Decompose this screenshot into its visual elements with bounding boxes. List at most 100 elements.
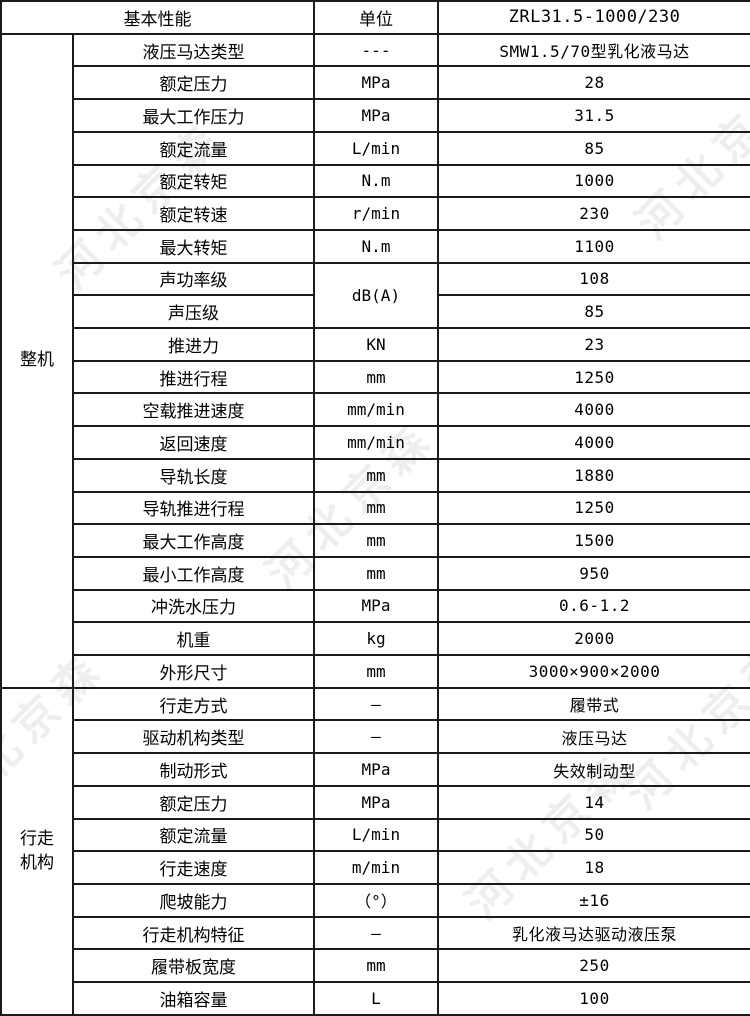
value-cell: 1250 [437,490,750,526]
param-name-cell: 额定压力 [72,784,315,820]
value-cell: 失效制动型 [437,752,750,787]
unit-cell: m/min [313,850,439,885]
unit-cell: — [313,719,439,755]
table-row: 额定压力 MPa 28 [1,65,750,101]
param-name-cell: 额定压力 [72,65,315,101]
unit-cell: （°） [313,882,439,918]
param-name-cell: 额定流量 [72,817,315,853]
value-cell: 23 [437,327,750,362]
param-name-cell: 行走速度 [72,850,315,885]
table-row: 空载推进速度 mm/min 4000 [1,392,750,428]
unit-cell: KN [313,327,439,362]
unit-cell: L/min [313,130,439,166]
unit-cell: --- [313,32,439,68]
param-name-cell: 外形尺寸 [72,654,315,689]
unit-cell: mm [313,457,439,493]
unit-cell: N.m [313,163,439,199]
value-cell: 1000 [437,163,750,199]
unit-cell: MPa [313,65,439,101]
table-row: 声功率级 dB(A) 108 [1,261,750,330]
value-cell: 液压马达 [437,719,750,755]
value-cell: 250 [437,948,750,984]
param-name-cell: 额定转速 [72,196,315,231]
unit-cell: mm/min [313,425,439,460]
table-row: 机重 kg 2000 [1,621,750,657]
table-row: 油箱容量 L 100 [1,981,750,1016]
table-row: 行走机构 行走方式 — 履带式 [0,686,750,1016]
unit-cell: — [313,686,439,722]
unit-cell: MPa [313,98,439,133]
unit-cell: L/min [313,817,439,853]
unit-cell: dB(A) [313,261,439,330]
value-cell: 1250 [437,359,750,395]
table-row: 最大工作高度 mm 1500 [1,523,750,558]
unit-cell: MPa [313,784,439,820]
table-row: 额定流量 L/min 50 [1,817,750,853]
value-cell: 950 [437,555,750,591]
value-cell: 50 [437,817,750,853]
table-row: 制动形式 MPa 失效制动型 [1,752,750,787]
value-cell: 85 [437,294,750,330]
param-name-cell: 额定转矩 [72,163,315,199]
param-name-cell: 机重 [72,621,315,657]
unit-cell: r/min [313,196,439,231]
value-cell: 28 [437,65,750,101]
table-row: 整机 液压马达类型 --- SMW1.5/70型乳化液马达 [0,32,750,689]
table-row: 行走速度 m/min 18 [1,850,750,885]
value-cell: 4000 [437,392,750,428]
param-name-cell: 爬坡能力 [72,882,315,918]
header-unit: 单位 [313,0,439,35]
param-name-cell: 推进力 [72,327,315,362]
table-row: 冲洗水压力 MPa 0.6-1.2 [1,588,750,624]
param-name-cell: 额定流量 [72,130,315,166]
param-name-cell: 最大转矩 [72,228,315,264]
param-name-cell: 驱动机构类型 [72,719,315,755]
table-row: 履带板宽度 mm 250 [1,948,750,984]
header-row: 基本性能 单位 ZRL31.5-1000/230 [0,0,750,35]
value-cell: SMW1.5/70型乳化液马达 [437,32,750,68]
param-name-cell: 行走方式 [72,686,315,722]
unit-cell: N.m [313,228,439,264]
unit-cell: mm [313,654,439,689]
table-row: 导轨推进行程 mm 1250 [1,490,750,526]
param-name-cell: 导轨推进行程 [72,490,315,526]
unit-cell: mm/min [313,392,439,428]
param-name-cell: 行走机构特征 [72,915,315,951]
table-row: 推进力 KN 23 [1,327,750,362]
unit-cell: MPa [313,752,439,787]
spec-table-body: 整机 液压马达类型 --- SMW1.5/70型乳化液马达 额定压力 MPa 28 最大工作压… [0,32,750,1016]
value-cell: 履带式 [437,686,750,722]
param-name-cell: 液压马达类型 [72,32,315,68]
value-cell: 108 [437,261,750,297]
value-cell: 85 [437,130,750,166]
param-name-cell: 空载推进速度 [72,392,315,428]
section-label-cell: 整机 [0,32,74,689]
unit-cell: mm [313,555,439,591]
param-name-cell: 返回速度 [72,425,315,460]
unit-cell: — [313,915,439,951]
value-cell: 2000 [437,621,750,657]
value-cell: 31.5 [437,98,750,133]
table-row: 外形尺寸 mm 3000×900×2000 [1,654,750,689]
value-cell: 1100 [437,228,750,264]
table-row: 推进行程 mm 1250 [1,359,750,395]
unit-cell: mm [313,490,439,526]
table-row: 额定流量 L/min 85 [1,130,750,166]
value-cell: 230 [437,196,750,231]
table-row: 行走机构特征 — 乳化液马达驱动液压泵 [1,915,750,951]
table-row: 最大转矩 N.m 1100 [1,228,750,264]
param-name-cell: 油箱容量 [72,981,315,1016]
unit-cell: mm [313,523,439,558]
param-name-cell: 推进行程 [72,359,315,395]
value-cell: 18 [437,850,750,885]
table-row: 额定压力 MPa 14 [1,784,750,820]
table-row: 爬坡能力 （°） ±16 [1,882,750,918]
table-row: 驱动机构类型 — 液压马达 [1,719,750,755]
param-name-cell: 导轨长度 [72,457,315,493]
param-name-cell: 履带板宽度 [72,948,315,984]
param-name-cell: 最小工作高度 [72,555,315,591]
value-cell: 100 [437,981,750,1016]
param-name-cell: 最大工作压力 [72,98,315,133]
value-cell: 14 [437,784,750,820]
